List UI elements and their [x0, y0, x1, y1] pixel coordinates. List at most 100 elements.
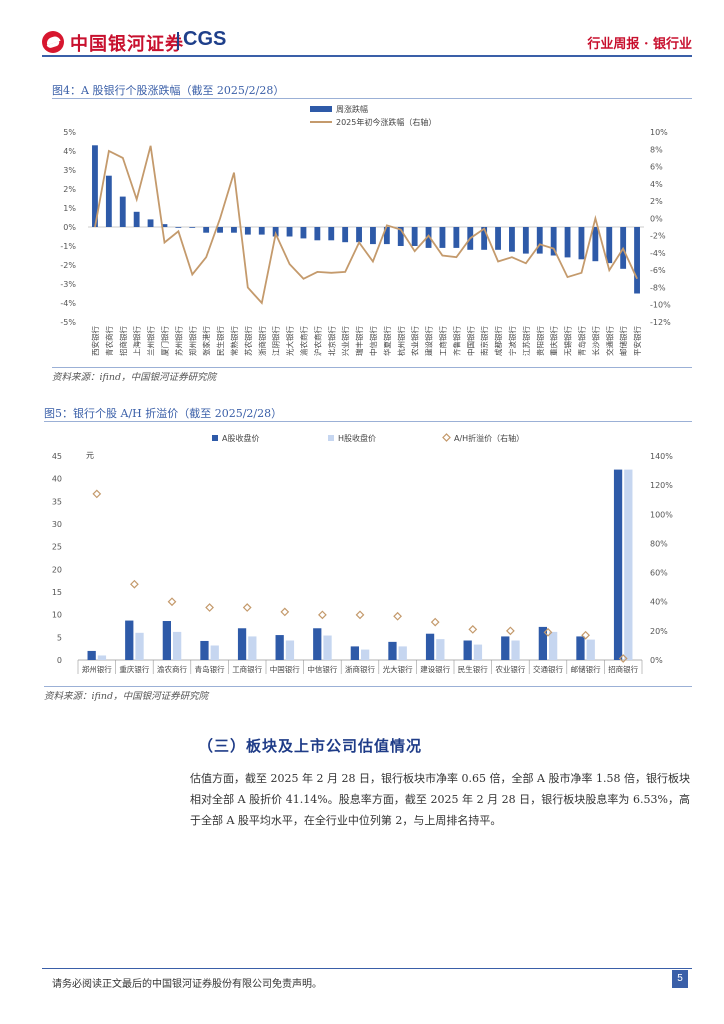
bar-a	[613, 469, 623, 660]
bar-h	[586, 639, 595, 660]
figure4-source: 资料来源：ifind，中国银河证券研究院	[52, 372, 217, 383]
bar	[161, 224, 168, 227]
unit-label: 元	[86, 451, 94, 460]
x-tick-label: 交通银行	[533, 664, 563, 674]
legend-h-label: H股收盘价	[338, 433, 376, 443]
line-series	[94, 145, 638, 305]
bar-a	[200, 640, 209, 660]
y-tick-label: 1%	[63, 204, 76, 213]
x-tick-label: 西安银行	[90, 326, 100, 356]
legend-h-swatch	[328, 435, 334, 441]
y2-tick-label: 0%	[650, 214, 663, 223]
y-tick-label: 25	[52, 543, 62, 552]
x-tick-label: 邮储银行	[618, 326, 628, 356]
bar	[133, 211, 140, 227]
bar-h	[398, 646, 407, 660]
x-tick-label: 常熟银行	[229, 326, 239, 356]
figure5-title: 图5：银行个股 A/H 折溢价（截至 2025/2/28）	[44, 407, 283, 420]
premium-marker	[393, 611, 402, 621]
bar	[119, 196, 126, 227]
premium-marker	[130, 579, 139, 589]
legend-a-swatch	[212, 435, 218, 441]
premium-marker	[430, 617, 440, 627]
x-tick-label: 民生银行	[458, 664, 488, 674]
bar	[453, 227, 460, 248]
bar	[105, 175, 112, 227]
x-tick-label: 郑州银行	[187, 326, 197, 356]
x-tick-label: 建设银行	[420, 664, 450, 674]
premium-marker	[355, 610, 365, 620]
header-divider	[42, 55, 692, 57]
bar-h	[549, 631, 558, 660]
legend-a-label: A股收盘价	[222, 433, 259, 443]
y2-tick-label: -8%	[650, 283, 666, 292]
y-tick-label: -5%	[60, 318, 76, 327]
y-tick-label: -4%	[60, 299, 76, 308]
y-tick-label: -2%	[60, 261, 76, 270]
premium-marker	[167, 597, 177, 607]
x-tick-label: 上海银行	[132, 326, 142, 356]
bar-a	[388, 641, 397, 660]
bar	[495, 227, 501, 250]
x-tick-label: 平安银行	[632, 326, 642, 356]
x-tick-label: 兰州银行	[146, 326, 156, 356]
x-tick-label: 浙商银行	[345, 664, 375, 674]
page-number: 5	[672, 970, 688, 988]
y-tick-label: 5	[57, 633, 62, 642]
y-tick-label: 40	[52, 475, 62, 484]
bar	[411, 227, 418, 246]
x-tick-label: 农业银行	[410, 326, 420, 356]
bar	[564, 227, 571, 258]
bar-a	[576, 636, 585, 660]
bar-h	[624, 469, 633, 660]
x-tick-label: 重庆银行	[119, 664, 149, 674]
x-tick-label: 苏州银行	[173, 326, 183, 356]
x-tick-label: 交通银行	[604, 326, 614, 356]
y-tick-label: 20	[52, 565, 62, 574]
premium-marker	[468, 625, 478, 634]
figure4-chart: 周涨跌幅 2025年初今涨跌幅（右轴） 5% 4% 3% 2% 1% 0% -1% -2% -3% -…	[60, 104, 671, 356]
y2-tick-label: -12%	[650, 318, 671, 327]
y-tick-label: -3%	[60, 280, 76, 289]
bar	[203, 227, 210, 233]
bar	[231, 227, 237, 233]
bar	[92, 145, 98, 227]
bar-h	[210, 645, 219, 660]
x-tick-label: 郑州银行	[82, 664, 112, 674]
bar-h	[361, 649, 370, 660]
y2-tick-label: -4%	[650, 249, 666, 258]
legend-bar-label: 周涨跌幅	[336, 104, 368, 114]
y-tick-label: 5%	[63, 128, 76, 137]
bar	[634, 227, 640, 294]
x-tick-label: 中信银行	[368, 326, 378, 356]
figure5-source: 资料来源：ifind，中国银河证券研究院	[44, 691, 209, 702]
bar-h	[173, 631, 182, 660]
y2-tick-label: -2%	[650, 232, 666, 241]
y2-tick-label: 0%	[650, 656, 663, 665]
figure5-bottom-rule	[44, 686, 692, 687]
x-tick-label: 中信银行	[307, 664, 337, 674]
premium-marker	[543, 627, 553, 637]
bar	[383, 227, 390, 245]
bar-a	[162, 621, 171, 660]
x-tick-label: 贵阳银行	[535, 326, 545, 356]
bar	[481, 227, 488, 250]
x-tick-label: 青农商行	[104, 326, 114, 356]
x-tick-label: 渝农商行	[298, 326, 308, 356]
bar-a	[425, 633, 435, 660]
figure5-chart: A股收盘价 H股收盘价 A/H折溢价（右轴） 元 45 40 35 30 25 20 15 10 5 0 1…	[52, 433, 673, 674]
x-tick-label: 杭州银行	[396, 326, 406, 356]
premium-marker	[318, 610, 327, 620]
premium-marker	[242, 603, 252, 612]
y2-tick-label: 10%	[650, 128, 668, 137]
y2-tick-label: 140%	[650, 452, 673, 461]
bar	[536, 227, 543, 254]
logo-divider	[177, 32, 179, 50]
bar	[509, 227, 515, 252]
bar	[147, 219, 154, 227]
bar	[356, 227, 362, 243]
y-tick-label: 30	[52, 520, 62, 529]
x-tick-label: 无锡银行	[563, 326, 573, 356]
x-tick-label: 成都银行	[493, 326, 503, 356]
bar	[300, 227, 307, 239]
